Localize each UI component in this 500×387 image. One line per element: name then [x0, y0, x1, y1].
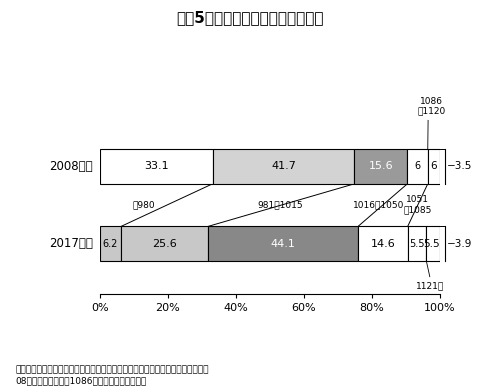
Text: 5.5: 5.5	[410, 239, 425, 249]
Text: −3.9: −3.9	[447, 239, 472, 249]
Text: −3.5: −3.5	[447, 161, 472, 171]
Bar	[354, 149, 408, 184]
Text: 小学5年の年間総授業時数（実績）: 小学5年の年間総授業時数（実績）	[176, 10, 324, 25]
Text: 6.2: 6.2	[103, 239, 118, 249]
Text: 15.6: 15.6	[368, 161, 393, 171]
Bar	[408, 149, 428, 184]
Text: 14.6: 14.6	[370, 239, 396, 249]
Text: 6: 6	[430, 161, 437, 171]
Text: 25.6: 25.6	[152, 239, 177, 249]
Text: 44.1: 44.1	[270, 239, 295, 249]
Bar	[358, 226, 408, 261]
Text: ～980: ～980	[133, 200, 156, 210]
Bar	[426, 226, 440, 261]
Text: 6: 6	[414, 161, 420, 171]
Bar	[100, 149, 212, 184]
Text: 33.1: 33.1	[144, 161, 169, 171]
Text: 1121～: 1121～	[416, 281, 444, 291]
Text: 1051
～1085: 1051 ～1085	[404, 195, 432, 215]
Text: 1086
～1120: 1086 ～1120	[418, 97, 446, 116]
Text: 41.7: 41.7	[271, 161, 296, 171]
Text: 文科省「公立小・中学校等における教育課程の編成・実施状況調査」から作成。
08年度は最大値を「1086時間以上」として集計: 文科省「公立小・中学校等における教育課程の編成・実施状況調査」から作成。 08年…	[15, 366, 208, 385]
Bar	[408, 226, 426, 261]
Bar	[212, 149, 354, 184]
Text: 2017年度: 2017年度	[50, 237, 93, 250]
Bar	[100, 226, 121, 261]
Text: 981～1015: 981～1015	[258, 200, 303, 210]
Bar	[428, 149, 440, 184]
Text: 1016～1050: 1016～1050	[353, 200, 405, 210]
Text: 2008年度: 2008年度	[50, 160, 93, 173]
Bar	[208, 226, 358, 261]
Text: 5.5: 5.5	[423, 239, 440, 249]
Bar	[121, 226, 208, 261]
